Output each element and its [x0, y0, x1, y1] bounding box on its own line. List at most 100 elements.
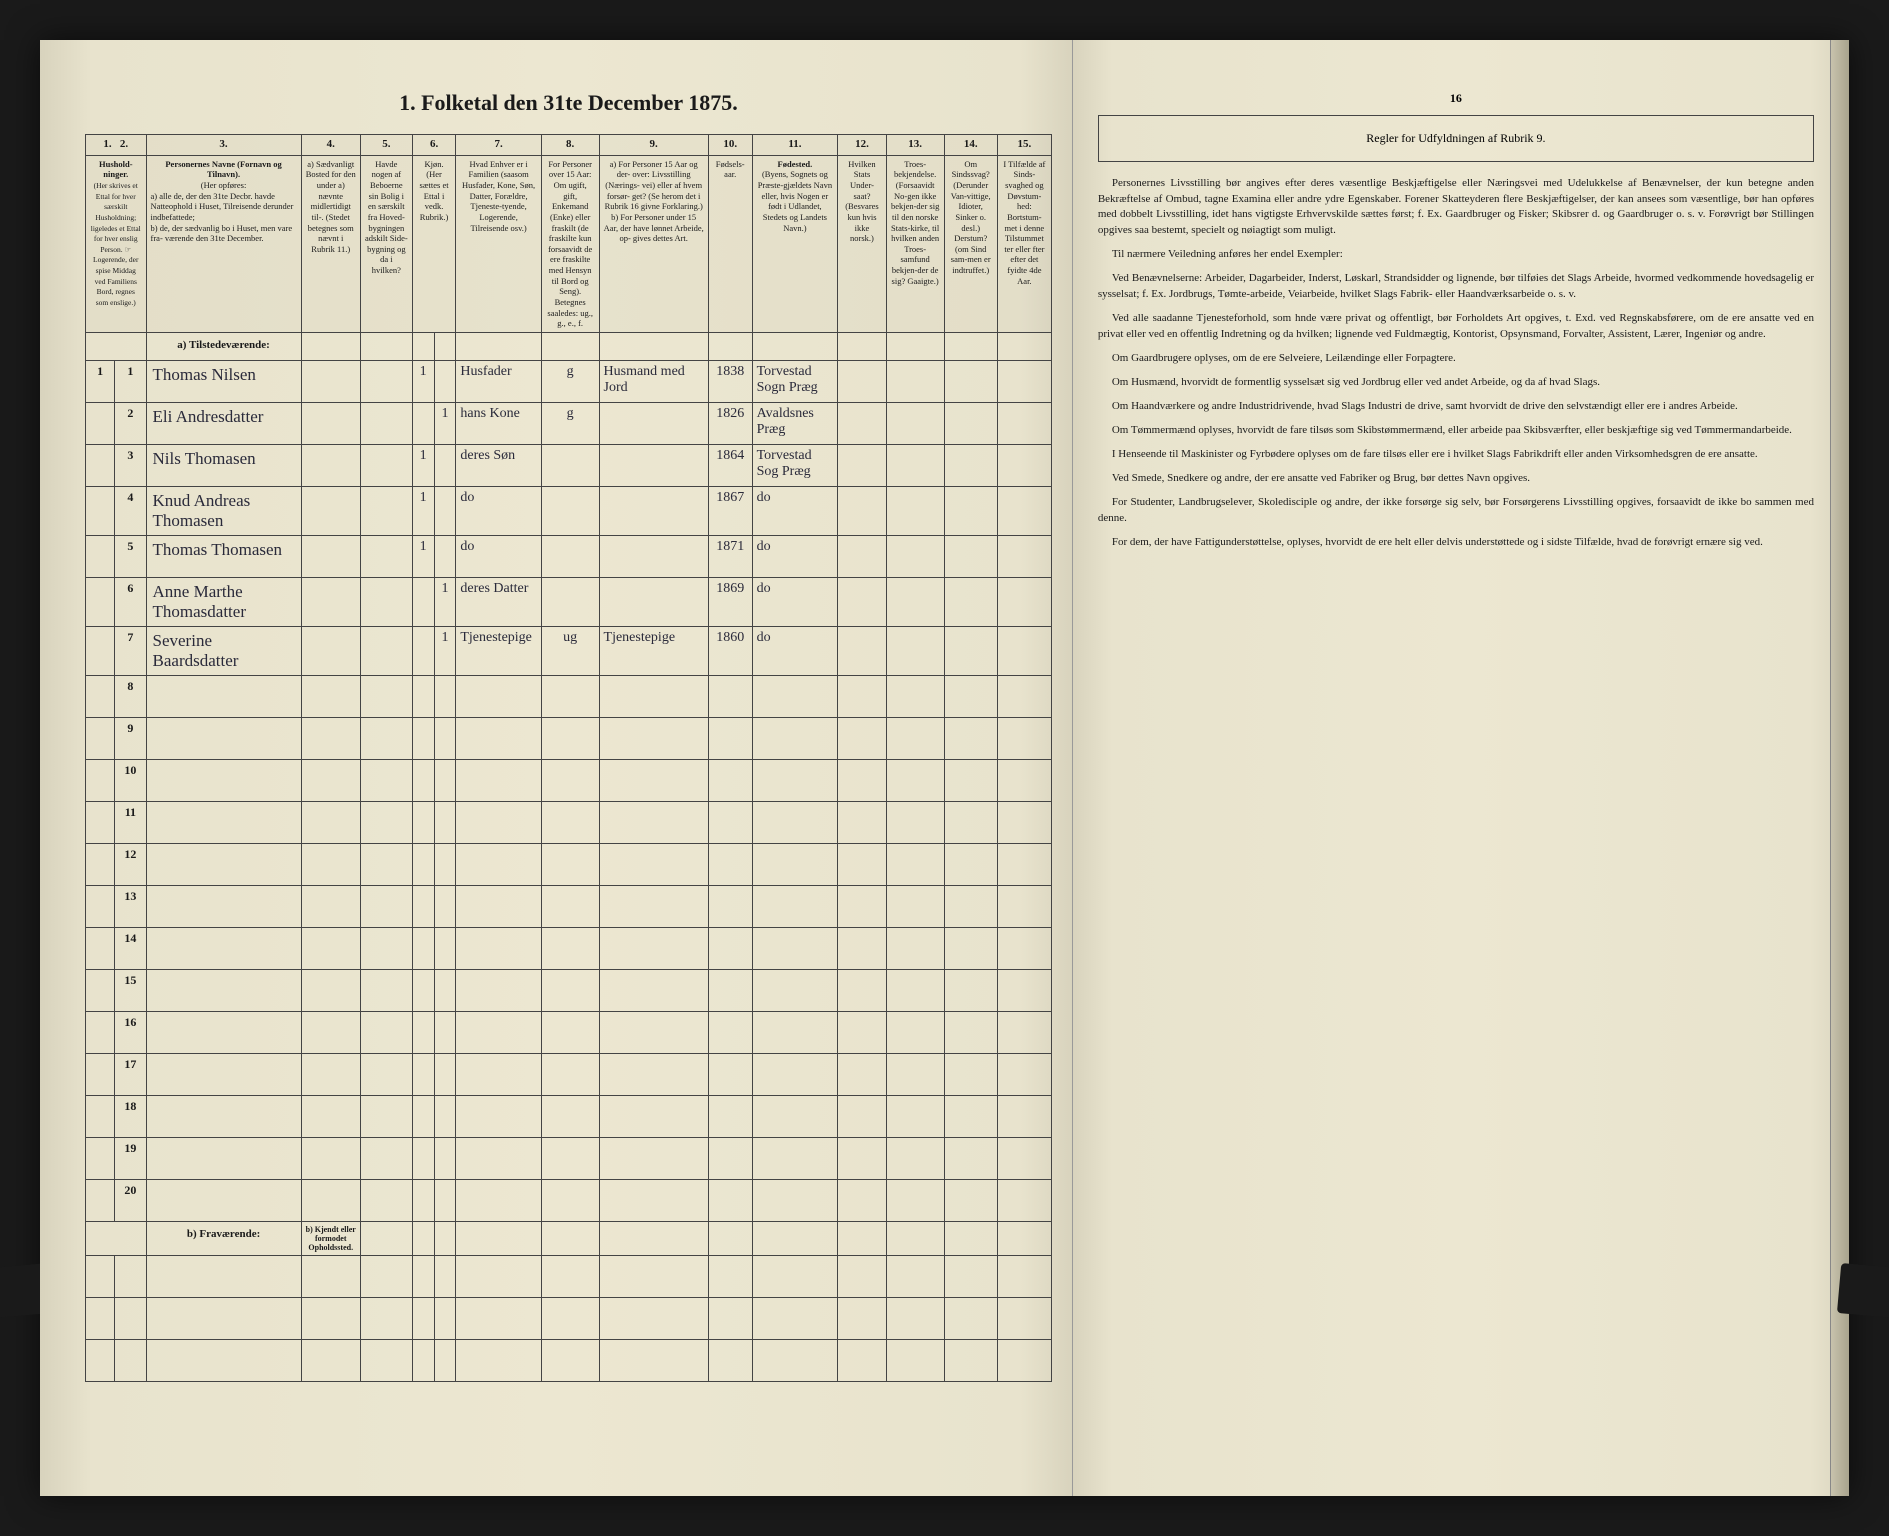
occupation-cell: [599, 577, 708, 626]
col13-cell: [886, 759, 944, 801]
name-cell: Anne Marthe Thomasdatter: [146, 577, 301, 626]
col13-cell: [886, 927, 944, 969]
birthplace-cell: [752, 1095, 838, 1137]
clip-right: [1837, 1263, 1889, 1319]
col13-cell: [886, 577, 944, 626]
table-row: 9: [86, 717, 1052, 759]
male-cell: 1: [412, 360, 434, 402]
name-cell: [146, 1137, 301, 1179]
household-num: [86, 843, 115, 885]
col14-cell: [944, 675, 997, 717]
person-num: 15: [115, 969, 146, 1011]
col12-cell: [838, 1095, 887, 1137]
year-cell: [708, 1053, 752, 1095]
occupation-cell: [599, 535, 708, 577]
col12-cell: [838, 444, 887, 486]
female-cell: [434, 885, 456, 927]
col15-cell: [997, 1137, 1051, 1179]
occupation-cell: [599, 1053, 708, 1095]
table-row: 20: [86, 1179, 1052, 1221]
birthplace-cell: Torvestad Sogn Præg: [752, 360, 838, 402]
h1-body: (Her skrives et Ettal for hver særskilt …: [91, 181, 141, 307]
col15-cell: [997, 759, 1051, 801]
h1: Hushold- ninger. (Her skrives et Ettal f…: [86, 155, 147, 332]
relation-cell: do: [456, 486, 541, 535]
col13-cell: [886, 1179, 944, 1221]
col12-cell: [838, 1053, 887, 1095]
birthplace-cell: [752, 717, 838, 759]
col4-cell: [301, 1095, 360, 1137]
male-cell: [412, 927, 434, 969]
left-page: 1. Folketal den 31te December 1875. 1. 2…: [40, 40, 1073, 1496]
h11-t: Fødested.: [778, 159, 813, 169]
household-num: [86, 759, 115, 801]
name-cell: [146, 759, 301, 801]
occupation-cell: [599, 759, 708, 801]
female-cell: [434, 1011, 456, 1053]
name-cell: Eli Andresdatter: [146, 402, 301, 444]
male-cell: [412, 1053, 434, 1095]
year-cell: 1860: [708, 626, 752, 675]
col14-cell: [944, 402, 997, 444]
col4-cell: [301, 843, 360, 885]
occupation-cell: [599, 1137, 708, 1179]
col5-cell: [360, 577, 412, 626]
occupation-cell: Husmand med Jord: [599, 360, 708, 402]
h3-title: Personernes Navne (Fornavn og Tilnavn).: [165, 159, 281, 180]
col12-cell: [838, 885, 887, 927]
h3: Personernes Navne (Fornavn og Tilnavn). …: [146, 155, 301, 332]
occupation-cell: [599, 885, 708, 927]
col13-cell: [886, 1011, 944, 1053]
table-row: 2Eli Andresdatter1hans Koneg1826Avaldsne…: [86, 402, 1052, 444]
col5-cell: [360, 885, 412, 927]
civil-cell: [541, 927, 599, 969]
relation-cell: deres Søn: [456, 444, 541, 486]
birthplace-cell: [752, 885, 838, 927]
table-row: 11Thomas Nilsen1HusfadergHusmand med Jor…: [86, 360, 1052, 402]
birthplace-cell: do: [752, 535, 838, 577]
household-num: [86, 486, 115, 535]
col12-cell: [838, 360, 887, 402]
relation-cell: [456, 759, 541, 801]
col-1-2-num: 1. 2.: [86, 135, 147, 156]
col13-cell: [886, 535, 944, 577]
col14-cell: [944, 626, 997, 675]
col13-cell: [886, 626, 944, 675]
col-12-num: 12.: [838, 135, 887, 156]
table-header: 1. 2. 3. 4. 5. 6. 7. 8. 9. 10. 11. 12. 1…: [86, 135, 1052, 333]
col15-cell: [997, 675, 1051, 717]
table-row: 13: [86, 885, 1052, 927]
occupation-cell: [599, 675, 708, 717]
female-cell: 1: [434, 626, 456, 675]
name-cell: [146, 1011, 301, 1053]
year-cell: 1864: [708, 444, 752, 486]
birthplace-cell: Avaldsnes Præg: [752, 402, 838, 444]
h14: Om Sindssvag? (Derunder Van-vittige, Idi…: [944, 155, 997, 332]
civil-cell: [541, 1179, 599, 1221]
year-cell: [708, 759, 752, 801]
household-num: [86, 535, 115, 577]
male-cell: [412, 759, 434, 801]
person-num: 10: [115, 759, 146, 801]
table-row: 5Thomas Thomasen1do1871do: [86, 535, 1052, 577]
household-num: 1: [86, 360, 115, 402]
col4-cell: [301, 801, 360, 843]
civil-cell: [541, 444, 599, 486]
rule-paragraph: Om Haandværkere og andre Industridrivend…: [1098, 399, 1814, 415]
rule-paragraph: Om Tømmermænd oplyses, hvorvidt de fare …: [1098, 423, 1814, 439]
col14-cell: [944, 1179, 997, 1221]
person-num: 12: [115, 843, 146, 885]
household-num: [86, 1011, 115, 1053]
person-num: 4: [115, 486, 146, 535]
female-cell: [434, 759, 456, 801]
col13-cell: [886, 969, 944, 1011]
col5-cell: [360, 1053, 412, 1095]
relation-cell: deres Datter: [456, 577, 541, 626]
birthplace-cell: do: [752, 626, 838, 675]
civil-cell: [541, 1137, 599, 1179]
birthplace-cell: do: [752, 486, 838, 535]
col15-cell: [997, 801, 1051, 843]
col-13-num: 13.: [886, 135, 944, 156]
table-row: 15: [86, 969, 1052, 1011]
col12-cell: [838, 1011, 887, 1053]
